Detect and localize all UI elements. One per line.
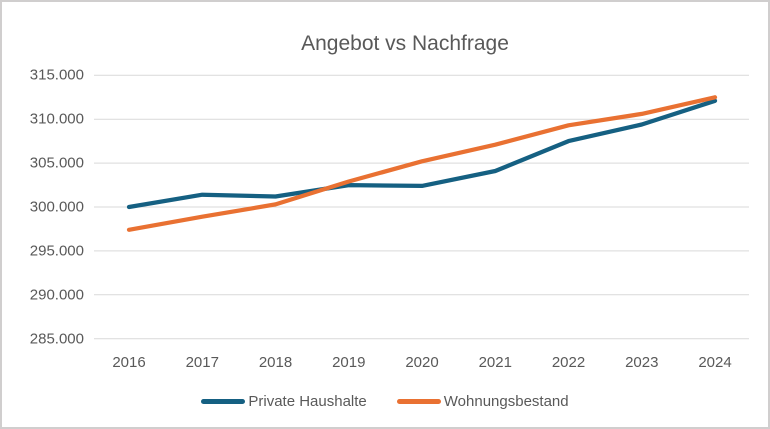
legend-item-wohnungsbestand: Wohnungsbestand	[396, 393, 569, 410]
y-tick-label: 295.000	[29, 242, 84, 260]
y-tick-label: 290.000	[29, 286, 84, 304]
y-tick-label: 300.000	[29, 198, 84, 216]
y-tick-label: 310.000	[29, 110, 84, 128]
y-tick-label: 285.000	[29, 330, 84, 348]
legend-item-private-haushalte: Private Haushalte	[201, 393, 367, 410]
x-tick-label: 2024	[698, 354, 732, 371]
y-tick-label: 315.000	[29, 66, 84, 84]
legend-label: Private Haushalte	[248, 393, 367, 410]
x-tick-label: 2019	[332, 354, 366, 371]
x-tick-label: 2022	[551, 354, 586, 371]
series-line-0	[126, 98, 718, 210]
x-tick-label: 2023	[625, 354, 659, 371]
x-tick-label: 2017	[185, 354, 219, 371]
x-tick-label: 2020	[405, 354, 439, 371]
legend-swatch-line-icon	[396, 399, 441, 404]
x-tick-label: 2021	[478, 354, 512, 371]
legend-label: Wohnungsbestand	[443, 393, 569, 410]
chart-title: Angebot vs Nachfrage	[301, 32, 509, 55]
series-line-1	[126, 95, 718, 232]
y-tick-label: 305.000	[29, 154, 84, 172]
legend: Private Haushalte Wohnungsbestand	[2, 393, 768, 410]
x-tick-label: 2016	[112, 354, 146, 371]
legend-swatch-line-icon	[201, 399, 246, 404]
x-tick-label: 2018	[258, 354, 293, 371]
